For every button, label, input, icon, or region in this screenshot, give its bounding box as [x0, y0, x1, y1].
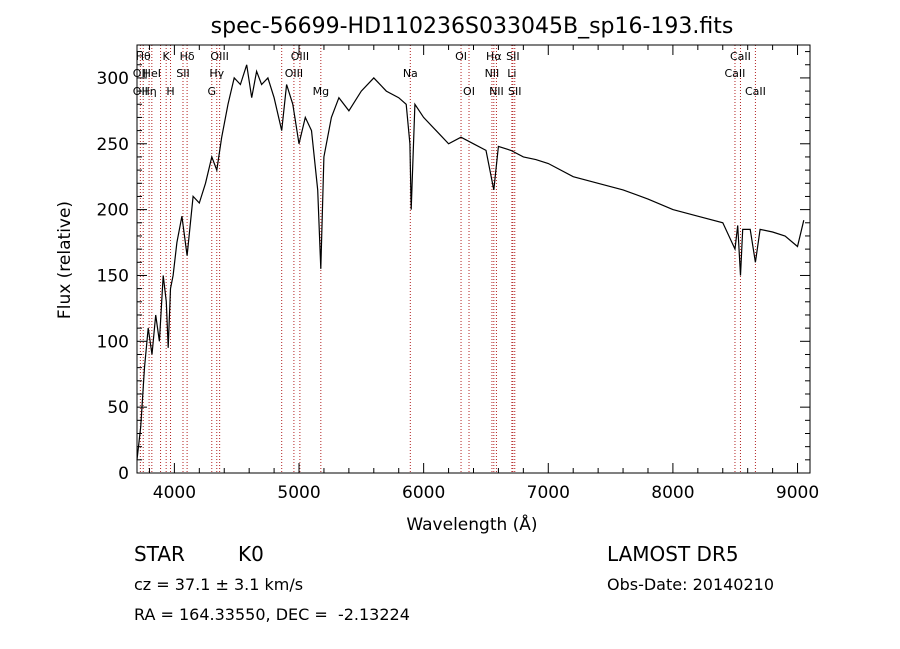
y-axis: 0 50 100 150 200 250 300 [97, 51, 810, 484]
x-tick-label-5: 9000 [776, 483, 819, 503]
y-tick-label-6: 300 [97, 69, 129, 89]
spectral-line-markers [139, 45, 756, 473]
line-label-25: SII [508, 85, 521, 98]
line-label-10: G [208, 85, 217, 98]
plot-frame [136, 44, 811, 474]
line-label-3: Hη [141, 85, 156, 98]
y-tick-label-5: 250 [97, 135, 129, 155]
line-label-21: Hα [486, 50, 502, 63]
line-label-14: OIII [285, 67, 303, 80]
spectral-line-labels: HθOIIOIIHηHeIKHSIIHδGHγOIIIOIIIOIIIMgNaO… [133, 50, 766, 98]
line-label-6: K [163, 50, 171, 63]
x-tick-label-1: 5000 [277, 483, 320, 503]
x-tick-label-2: 6000 [402, 483, 445, 503]
line-label-11: Hγ [209, 67, 224, 80]
line-label-4: HeI [143, 67, 161, 80]
line-label-9: Hδ [180, 50, 195, 63]
redshift-cz: cz = 37.1 ± 3.1 km/s [134, 575, 303, 594]
x-axis: 4000 5000 6000 7000 8000 9000 [148, 45, 819, 503]
line-label-23: Li [507, 67, 516, 80]
line-label-8: SII [176, 67, 189, 80]
line-label-16: Mg [313, 85, 329, 98]
object-class: STAR [134, 542, 185, 566]
line-label-26: CaII [725, 67, 746, 80]
y-tick-label-2: 100 [97, 332, 129, 352]
line-label-18: OI [455, 50, 467, 63]
spectrum-series [136, 64, 805, 460]
line-label-27: CaII [730, 50, 751, 63]
x-axis-title: Wavelength (Å) [406, 513, 537, 535]
line-label-15: OIII [291, 50, 309, 63]
line-label-22: NII [489, 85, 504, 98]
object-subclass: K0 [238, 542, 264, 566]
line-label-7: H [166, 85, 174, 98]
line-label-19: OI [463, 85, 475, 98]
y-tick-label-3: 150 [97, 266, 129, 286]
y-axis-title: Flux (relative) [55, 201, 75, 319]
line-label-0: Hθ [136, 50, 151, 63]
x-tick-label-0: 4000 [153, 483, 196, 503]
chart-title: spec-56699-HD110236S033045B_sp16-193.fit… [211, 14, 734, 39]
survey-name: LAMOST DR5 [607, 542, 739, 566]
y-tick-label-4: 200 [97, 201, 129, 221]
line-label-17: Na [403, 67, 418, 80]
y-tick-label-0: 0 [118, 464, 129, 484]
line-label-24: SII [506, 50, 519, 63]
x-tick-label-4: 8000 [651, 483, 694, 503]
line-label-20: NII [485, 67, 500, 80]
obs-date: Obs-Date: 20140210 [607, 575, 774, 594]
line-label-12: OIII [210, 50, 228, 63]
x-tick-label-3: 7000 [527, 483, 570, 503]
coordinates: RA = 164.33550, DEC = -2.13224 [134, 605, 410, 624]
y-tick-label-1: 50 [107, 398, 129, 418]
line-label-28: CaII [745, 85, 766, 98]
